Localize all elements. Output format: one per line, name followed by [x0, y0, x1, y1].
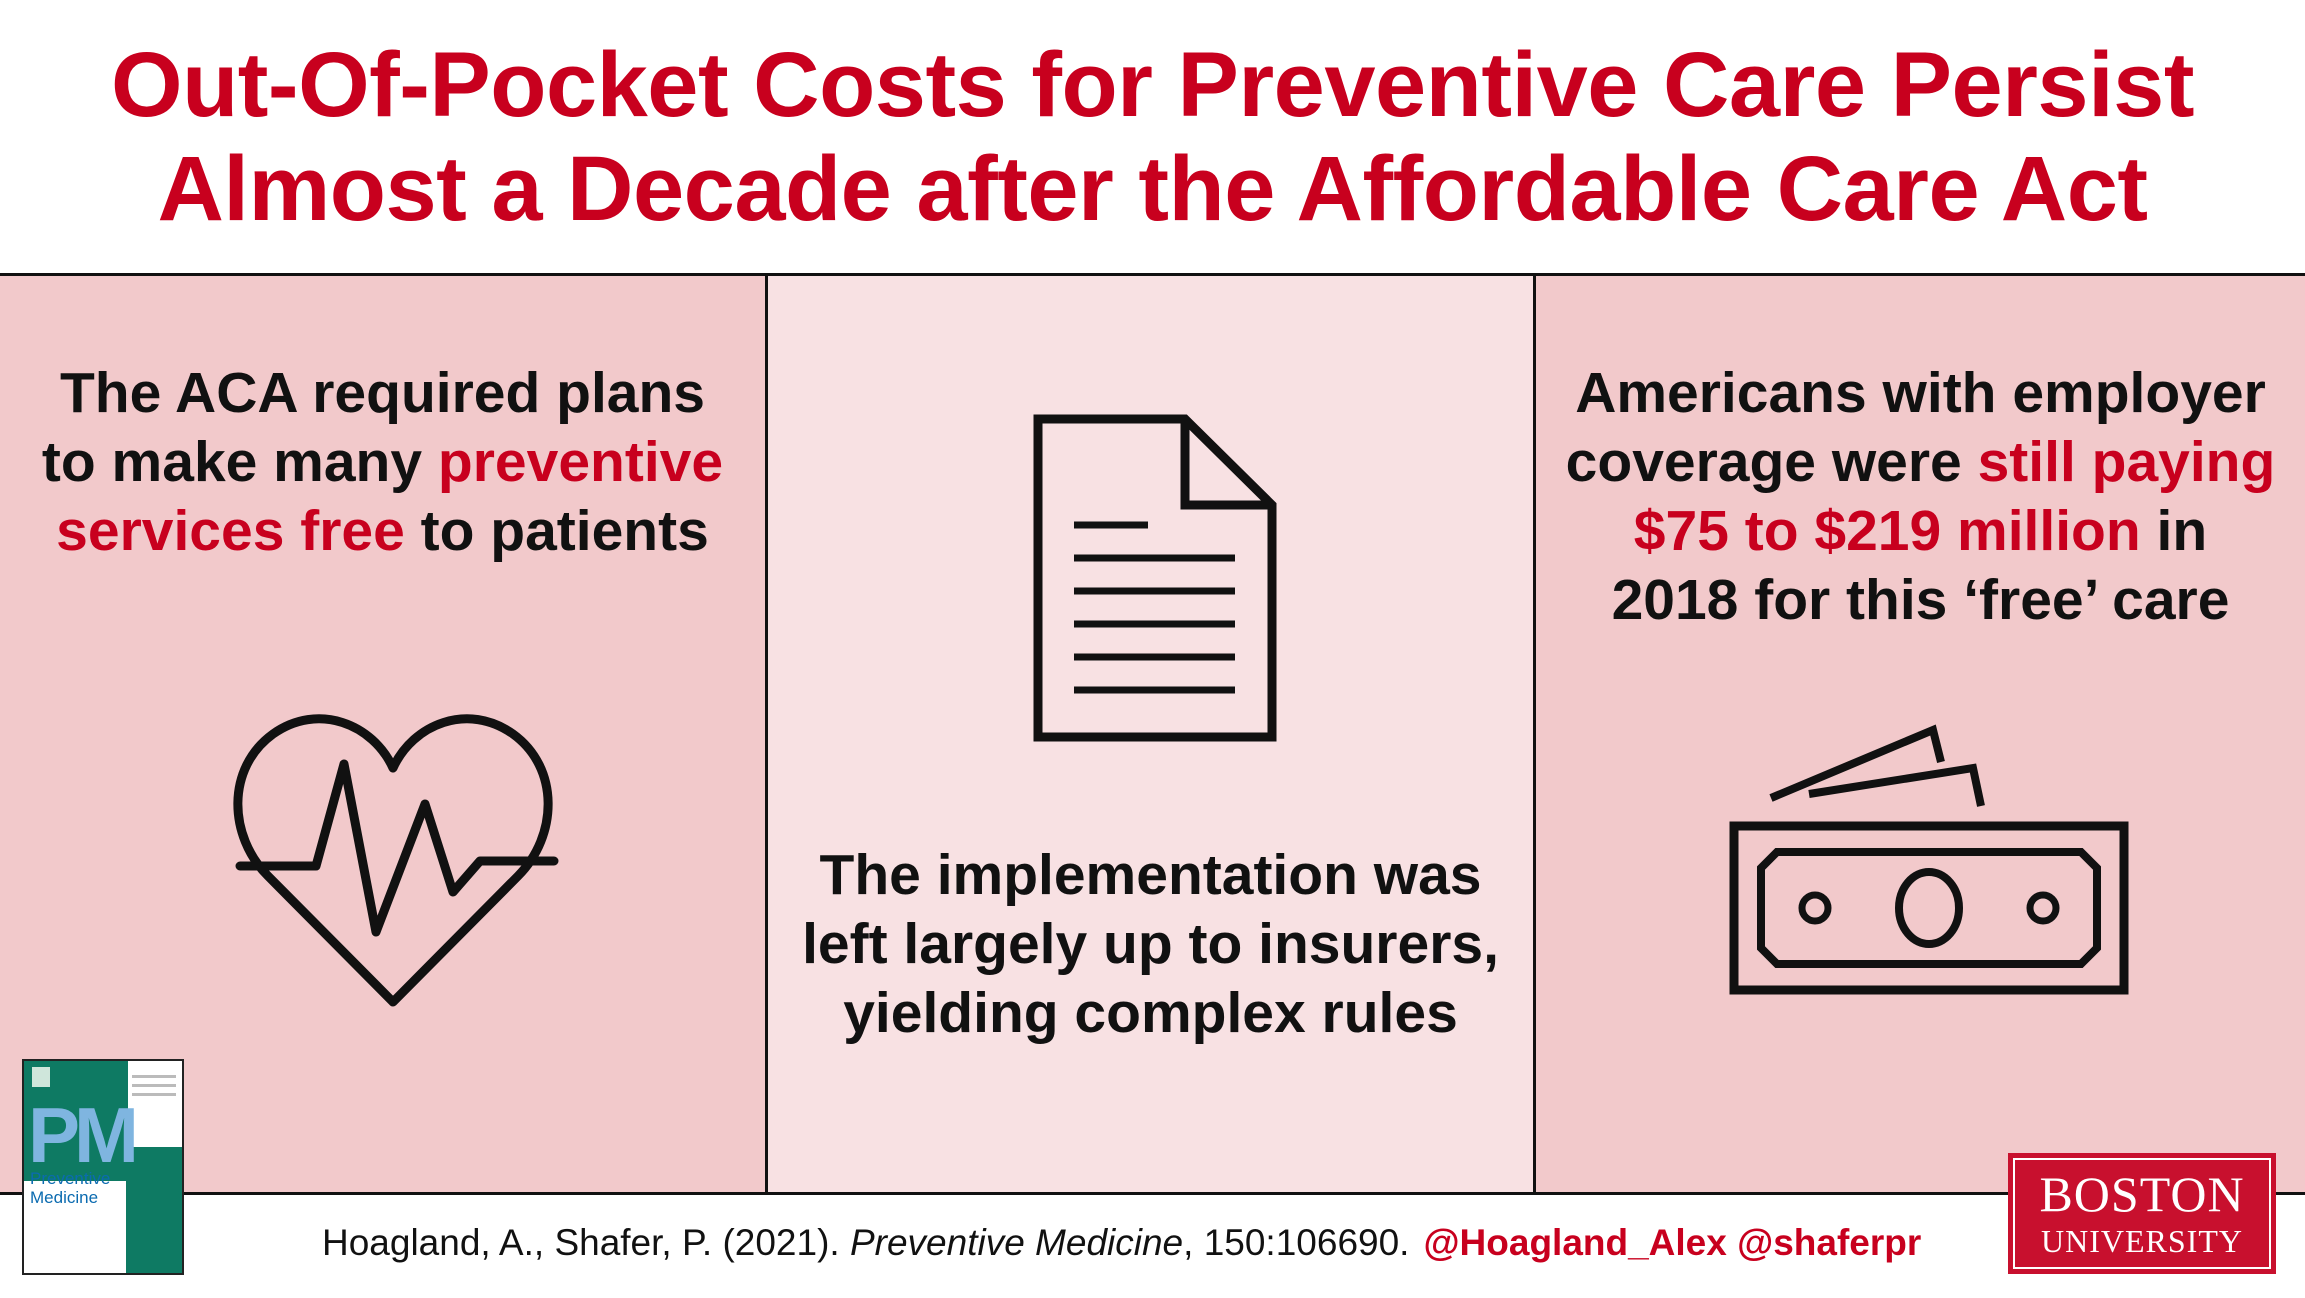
panel-1-text-e: to patients — [404, 499, 709, 563]
citation-authors: Hoagland, A., Shafer, P. (2021). — [322, 1222, 850, 1263]
boston-university-logo: BOSTON UNIVERSITY — [2008, 1153, 2276, 1274]
citation-journal: Preventive Medicine — [849, 1222, 1184, 1263]
panel-2-line-3: yielding complex rules — [843, 981, 1458, 1045]
cover-journal-line-2: Medicine — [30, 1188, 99, 1207]
panel-costs: Americans with employer coverage were st… — [1536, 276, 2305, 1192]
panel-2-text: The implementation was left largely up t… — [768, 841, 1533, 1048]
footer-band — [0, 1192, 2305, 1298]
panel-2-line-1: The implementation was — [819, 843, 1482, 907]
panel-1-text-b: to make many — [41, 430, 438, 494]
panel-3-highlight-1: still paying — [1977, 430, 2276, 494]
elsevier-logo-icon — [32, 1067, 50, 1087]
cover-white-box — [24, 1181, 128, 1273]
title-line-2: Almost a Decade after the Affordable Car… — [157, 137, 2148, 240]
panels-row: The ACA required plans to make many prev… — [0, 276, 2305, 1192]
citation-volume: , 150:106690. — [1183, 1222, 1410, 1263]
panel-1-highlight-2: services free — [56, 499, 405, 563]
bu-logo-line-1: BOSTON — [2039, 1165, 2245, 1222]
heart-pulse-icon — [233, 714, 559, 1007]
cover-green-block — [126, 1147, 182, 1273]
citation: Hoagland, A., Shafer, P. (2021). Prevent… — [322, 1218, 1921, 1268]
panel-1-text-a: The ACA required plans — [59, 361, 706, 425]
cover-journal-name: Preventive Medicine — [30, 1169, 110, 1207]
panel-3-highlight-2: $75 to $219 million — [1633, 499, 2141, 563]
document-icon — [1033, 414, 1277, 742]
panel-3-text-e: in — [2140, 499, 2208, 563]
panel-3-text: Americans with employer coverage were st… — [1536, 359, 2305, 635]
cover-pm-letters: PM — [28, 1091, 139, 1179]
bu-logo-line-2: UNIVERSITY — [2041, 1222, 2243, 1259]
panel-3-text-f: 2018 for this ‘free’ care — [1611, 568, 2230, 632]
title-band: Out-Of-Pocket Costs for Preventive Care … — [0, 0, 2305, 276]
panel-2-line-2: left largely up to insurers, — [802, 912, 1499, 976]
panel-1-text: The ACA required plans to make many prev… — [0, 359, 765, 566]
journal-cover-thumbnail: PM Preventive Medicine — [22, 1059, 184, 1275]
panel-3-text-b: coverage were — [1565, 430, 1978, 494]
money-bills-icon — [1729, 724, 2129, 995]
twitter-handles[interactable]: @Hoagland_Alex @shaferpr — [1423, 1222, 1922, 1263]
panel-3-text-a: Americans with employer — [1575, 361, 2266, 425]
panel-1-highlight-1: preventive — [437, 430, 724, 494]
title-line-1: Out-Of-Pocket Costs for Preventive Care … — [111, 33, 2194, 136]
bu-logo-inner: BOSTON UNIVERSITY — [2013, 1158, 2271, 1269]
cover-journal-line-1: Preventive — [30, 1169, 111, 1188]
panel-implementation: The implementation was left largely up t… — [768, 276, 1536, 1192]
panel-aca-requirement: The ACA required plans to make many prev… — [0, 276, 768, 1192]
cover-info-lines — [132, 1069, 176, 1139]
